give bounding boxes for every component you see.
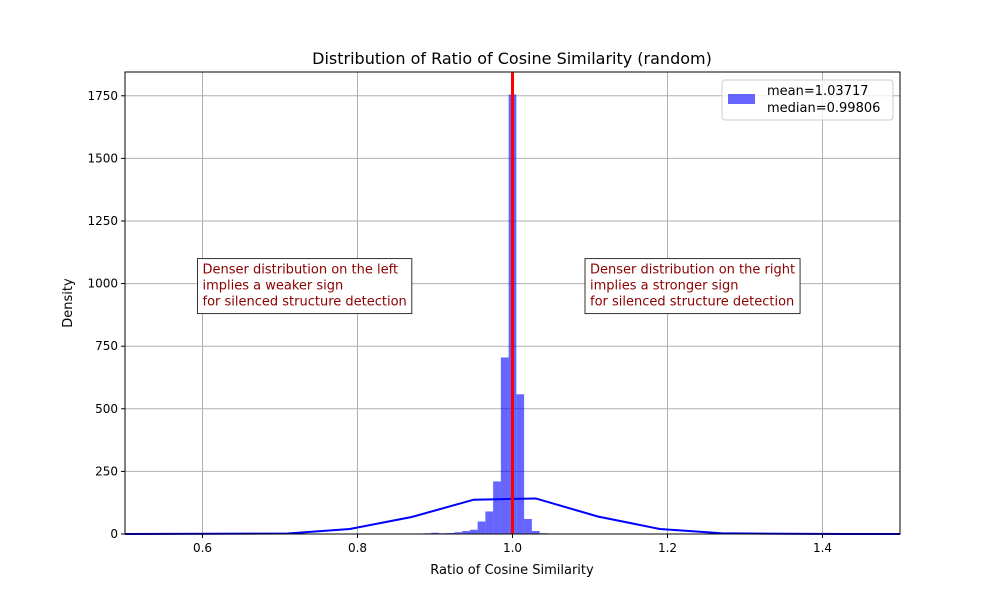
- annotation-line: implies a stronger sign: [590, 279, 738, 294]
- histogram-bar: [516, 394, 525, 534]
- annotation-line: for silenced structure detection: [203, 295, 407, 310]
- y-tick-label: 0: [110, 527, 118, 541]
- y-axis-label: Density: [61, 278, 76, 328]
- y-tick-label: 1500: [87, 151, 118, 165]
- legend-box: [721, 79, 894, 121]
- x-tick-label: 1.4: [813, 541, 832, 555]
- histogram-bar: [462, 530, 470, 534]
- annotation-frame: [584, 258, 801, 315]
- histogram-bar: [531, 530, 540, 534]
- annotation-line: Denser distribution on the left: [203, 263, 399, 278]
- y-tick-label: 1000: [87, 277, 118, 291]
- annotation-text: Denser distribution on the left implies a…: [203, 263, 407, 310]
- legend-median-label: median=0.99806: [767, 101, 880, 116]
- annotations: Denser distribution on the left implies a…: [197, 258, 801, 315]
- y-tick-label: 750: [95, 339, 118, 353]
- histogram-bar: [485, 511, 494, 534]
- y-axis-ticks: 0 250 500 750 1000 1250 1500 1750: [87, 89, 125, 541]
- legend: mean=1.03717 median=0.99806: [721, 79, 894, 121]
- x-tick-label: 0.6: [193, 541, 212, 555]
- histogram-bar: [524, 518, 532, 534]
- histogram-bar: [469, 529, 478, 534]
- legend-mean-label: mean=1.03717: [767, 84, 869, 99]
- histogram-bar: [454, 532, 463, 534]
- histogram-bar: [446, 532, 455, 534]
- annotation-box: Denser distribution on the right implies …: [584, 258, 801, 315]
- x-tick-label: 0.8: [348, 541, 367, 555]
- x-tick-label: 1.0: [503, 541, 522, 555]
- y-tick-label: 1750: [87, 89, 118, 103]
- annotation-box: Denser distribution on the left implies a…: [197, 258, 413, 315]
- histogram-bar: [500, 357, 509, 534]
- x-tick-label: 1.2: [658, 541, 677, 555]
- x-axis-ticks: 0.6 0.8 1.0 1.2 1.4: [193, 534, 832, 555]
- chart-title: Distribution of Ratio of Cosine Similari…: [312, 49, 712, 68]
- annotation-line: for silenced structure detection: [590, 295, 794, 310]
- annotation-text: Denser distribution on the right implies …: [590, 263, 795, 310]
- annotation-line: Denser distribution on the right: [590, 263, 795, 278]
- y-tick-label: 500: [95, 402, 118, 416]
- histogram-bar: [477, 521, 486, 534]
- x-axis-label: Ratio of Cosine Similarity: [430, 563, 594, 578]
- histogram-bar: [493, 481, 501, 534]
- annotation-line: implies a weaker sign: [203, 279, 344, 294]
- y-tick-label: 250: [95, 464, 118, 478]
- annotation-frame: [197, 258, 413, 315]
- legend-swatch: [728, 94, 755, 104]
- histogram-bars: [345, 94, 610, 535]
- histogram-bar: [431, 532, 439, 534]
- y-tick-label: 1250: [87, 214, 118, 228]
